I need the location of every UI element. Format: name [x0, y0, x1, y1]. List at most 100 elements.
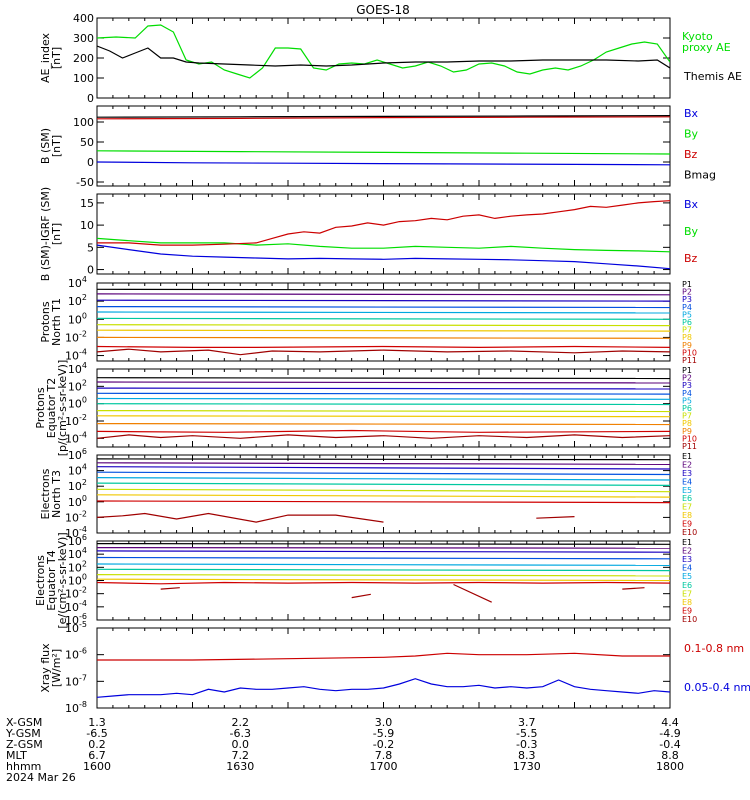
ephemeris-row-label: MLT — [6, 749, 27, 762]
ephemeris-row-label: hhmm — [6, 760, 41, 773]
series-line-e8 — [97, 494, 670, 498]
legend-entry: P7 — [682, 326, 692, 335]
y-axis-label: [e/(cm²-s-sr-keV)] — [56, 532, 69, 628]
legend-entry: P10 — [682, 434, 697, 443]
y-tick-label: 5 — [87, 241, 94, 254]
y-axis-label: Electrons — [39, 468, 52, 519]
series-line-e9 — [97, 500, 670, 504]
ephemeris-value: 1800 — [656, 760, 684, 773]
series-line-segment — [536, 516, 575, 519]
ephemeris-value: -0.2 — [373, 738, 394, 751]
legend-entry: P6 — [682, 404, 692, 413]
y-tick-label: 106 — [68, 533, 87, 548]
series-line-e10 — [97, 512, 384, 523]
series-line-p11 — [97, 434, 670, 439]
legend-entry: P5 — [682, 396, 692, 405]
legend-entry: 0.1-0.8 nm — [684, 642, 744, 655]
ephemeris-value: 8.8 — [661, 749, 679, 762]
panel-frame — [96, 627, 671, 709]
y-tick-label: 10-7 — [65, 673, 87, 688]
ephemeris-value: 4.4 — [661, 716, 679, 729]
series-line-p7 — [97, 324, 670, 327]
series-line-themis-ae — [97, 45, 670, 69]
y-tick-label: 100 — [68, 311, 87, 326]
ephemeris-value: 1700 — [370, 760, 398, 773]
series-line-p9 — [97, 423, 670, 426]
ephemeris-value: 1.3 — [88, 716, 106, 729]
y-tick-label: 104 — [68, 361, 87, 376]
series-line-p5 — [97, 311, 670, 314]
series-line-e6 — [97, 568, 670, 572]
y-tick-label: 10-2 — [65, 413, 87, 428]
ephemeris-value: 7.8 — [375, 749, 393, 762]
legend-entry: E7 — [682, 589, 692, 598]
y-axis-label: B (SM) — [39, 128, 52, 164]
series-line-e1 — [97, 542, 670, 545]
y-axis-label: Equator T4 — [45, 550, 58, 610]
series-line-p10 — [97, 429, 670, 433]
legend-entry: E1 — [682, 452, 692, 461]
legend-entry: P3 — [682, 381, 692, 390]
ephemeris-value: 1630 — [226, 760, 254, 773]
series-line-p2 — [97, 381, 670, 384]
y-tick-label: 10-2 — [65, 586, 87, 601]
legend-entry: E9 — [682, 606, 692, 615]
series-line-e8 — [97, 578, 670, 582]
legend-entry: 0.05-0.4 nm — [684, 681, 750, 694]
y-tick-label: 10-5 — [65, 620, 87, 635]
series-line-p4 — [97, 306, 670, 309]
series-line-e4 — [97, 556, 670, 560]
series-line-e5 — [97, 563, 670, 567]
ephemeris-value: -5.9 — [373, 727, 394, 740]
y-axis-label: Protons — [39, 301, 52, 342]
ephemeris-row-label: Z-GSM — [6, 738, 43, 751]
legend-entry: P2 — [682, 288, 692, 297]
legend-entry: E8 — [682, 511, 692, 520]
series-line-e3 — [97, 466, 670, 470]
date-label: 2024 Mar 26 — [6, 771, 76, 784]
y-axis-label: Equator T2 — [45, 378, 58, 438]
legend-entry: P7 — [682, 412, 692, 421]
y-tick-label: 10-4 — [65, 525, 87, 540]
legend-entry: P5 — [682, 310, 692, 319]
y-tick-label: 10 — [80, 219, 94, 232]
series-line-e2 — [97, 462, 670, 465]
ephemeris-row-label: X-GSM — [6, 716, 42, 729]
legend-entry: E10 — [682, 615, 697, 624]
series-line-p2 — [97, 293, 670, 296]
y-tick-label: 100 — [68, 396, 87, 411]
legend-entry: Bz — [684, 148, 698, 161]
ephemeris-value: -6.5 — [86, 727, 107, 740]
y-tick-label: 10-6 — [65, 647, 87, 662]
ephemeris-value: 8.3 — [518, 749, 536, 762]
y-tick-label: 50 — [80, 136, 94, 149]
panel-xray: 10-8 10-7 10-6 10-5 Xray flux[W/m²] 0.1-0.8 n… — [39, 620, 750, 715]
legend-entry: P1 — [682, 280, 692, 289]
y-tick-label: 106 — [68, 447, 87, 462]
y-axis-label: Xray flux — [39, 643, 52, 693]
legend-entry: P11 — [682, 356, 697, 365]
ephemeris-value: 2.2 — [232, 716, 250, 729]
series-line-bx — [97, 161, 670, 166]
series-line-p8 — [97, 329, 670, 332]
y-axis-label: North T1 — [50, 298, 63, 346]
series-line-e7 — [97, 488, 670, 493]
series-line-p5 — [97, 397, 670, 400]
legend-entry: E4 — [682, 564, 692, 573]
ephemeris-value: 3.7 — [518, 716, 536, 729]
legend-entry: P1 — [682, 366, 692, 375]
series-line-bz — [97, 116, 670, 120]
legend-entry: proxy AE — [682, 41, 731, 54]
legend-entry: E3 — [682, 555, 692, 564]
series-line-p4 — [97, 392, 670, 395]
y-tick-label: 10-6 — [65, 612, 87, 627]
series-line-p1 — [97, 288, 670, 291]
series-line-segment — [453, 583, 492, 603]
legend-entry: E2 — [682, 460, 692, 469]
series-line-p6 — [97, 317, 670, 320]
series-line-by — [97, 150, 670, 155]
